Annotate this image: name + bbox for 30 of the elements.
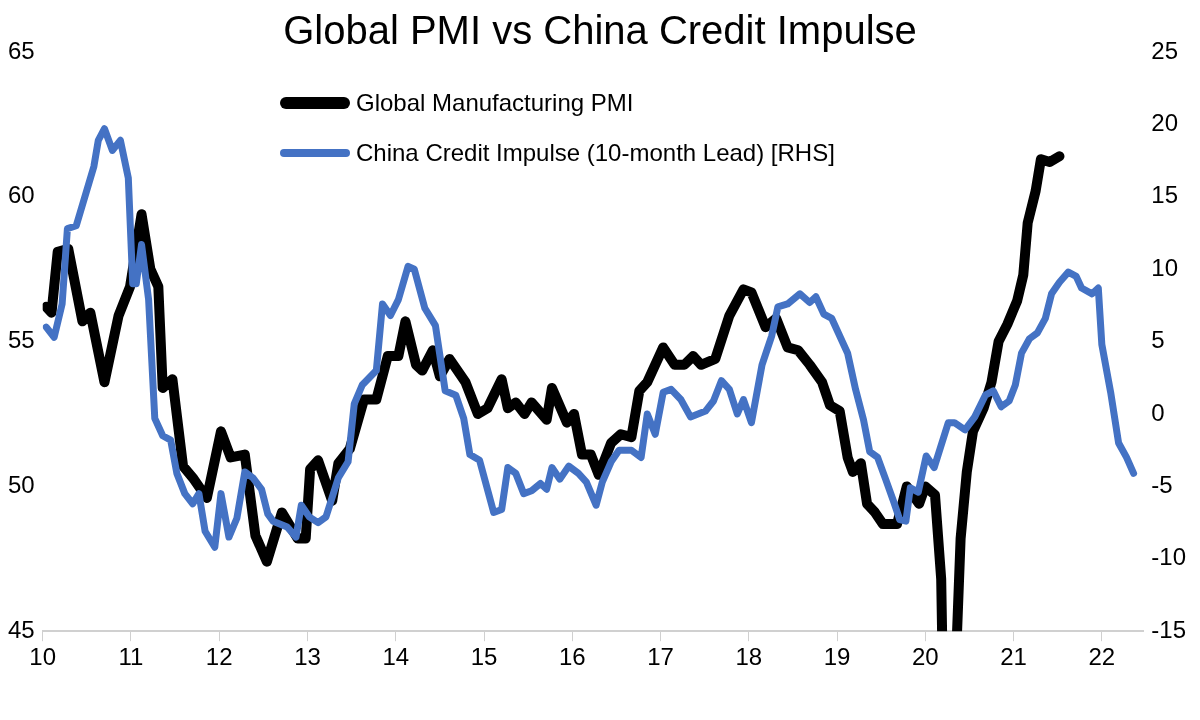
x-tick-label: 14 [382,643,410,671]
y2-tick-label: 10 [1151,253,1179,281]
x-tick-label: 20 [911,643,939,671]
x-tick-label: 15 [470,643,498,671]
x-tick-label: 13 [294,643,321,671]
x-tick-label: 21 [1000,643,1027,671]
y2-tick-label: 15 [1151,181,1179,209]
y-tick-label: 60 [7,181,35,209]
x-tick-label: 16 [558,643,586,671]
legend-label: Global Manufacturing PMI [356,89,634,117]
y-tick-label: 45 [7,615,35,643]
x-tick-label: 11 [118,643,144,671]
x-tick-label: 18 [735,643,763,671]
x-tick-label: 22 [1088,643,1116,671]
legend-label: China Credit Impulse (10-month Lead) [RHS] [356,139,835,167]
y2-tick-label: 5 [1151,326,1165,354]
y2-tick-label: 0 [1151,398,1165,426]
y2-tick-label: -5 [1151,471,1173,499]
chart-title: Global PMI vs China Credit Impulse [283,8,917,52]
y-tick-label: 50 [7,471,35,499]
y2-tick-label: -15 [1151,615,1186,643]
y-tick-label: 65 [7,36,35,64]
y-tick-label: 55 [7,326,35,354]
x-tick-label: 17 [647,643,674,671]
x-tick-label: 10 [29,643,57,671]
y2-tick-label: 25 [1151,36,1179,64]
x-tick-label: 12 [205,643,233,671]
x-tick-label: 19 [823,643,851,671]
y2-tick-label: -10 [1151,543,1186,571]
y2-tick-label: 20 [1151,109,1179,137]
